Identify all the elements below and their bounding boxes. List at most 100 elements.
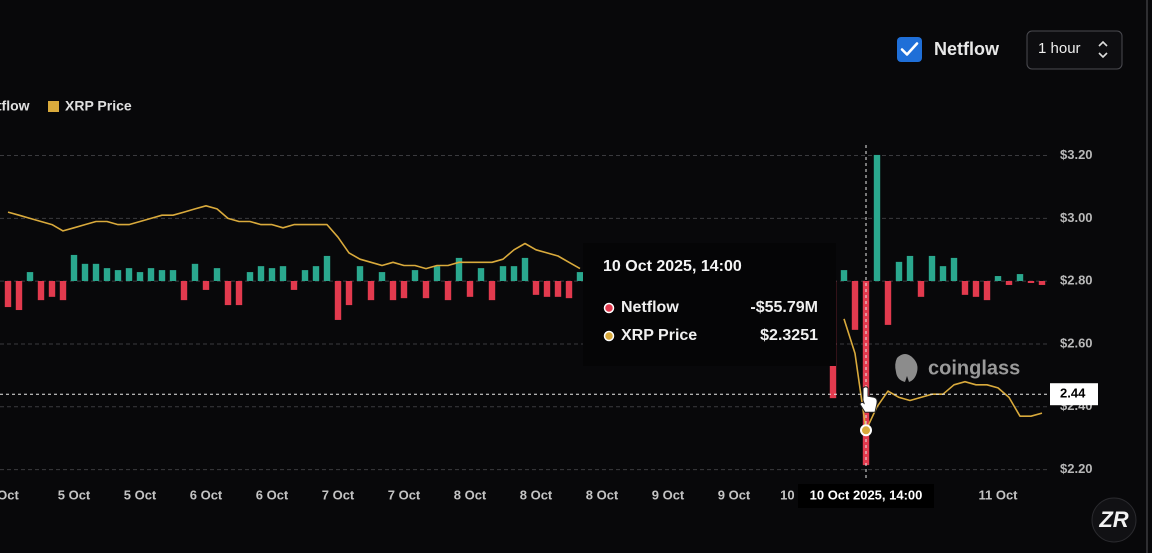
netflow-bar [906, 255, 914, 281]
crosshair-x-box [798, 484, 934, 508]
netflow-bar [994, 276, 1002, 281]
netflow-bar [565, 281, 573, 299]
netflow-bar [301, 270, 309, 281]
x-tick-label: 6 Oct [190, 487, 223, 502]
y-tick-label: $3.00 [1060, 210, 1093, 225]
tooltip-box [583, 243, 836, 366]
x-tick-label: 8 Oct [454, 487, 487, 502]
x-tick-label: 6 Oct [256, 487, 289, 502]
netflow-bar [1027, 281, 1035, 283]
tooltip-series-name: Netflow [621, 299, 679, 316]
watermark-text: coinglass [928, 357, 1020, 379]
checkbox-label[interactable]: Netflow [934, 39, 1000, 59]
x-tick-label: 5 Oct [124, 487, 157, 502]
cursor [859, 386, 878, 413]
netflow-bar [554, 281, 562, 297]
netflow-bar [279, 266, 287, 281]
legend-label: XRP Price [65, 98, 132, 114]
interval-select[interactable]: 1 hour [1026, 30, 1123, 70]
select-box[interactable] [1026, 30, 1123, 70]
netflow-bar [37, 281, 45, 301]
netflow-bar [477, 268, 485, 281]
netflow-bar [224, 281, 232, 306]
tooltip-value: -$55.79M [750, 299, 818, 316]
y-tick-label: $2.20 [1060, 461, 1093, 476]
legend: Netflow XRP Price [0, 98, 132, 114]
netflow-bar [400, 281, 408, 299]
netflow-bar [532, 281, 540, 295]
netflow-bar [928, 255, 936, 281]
netflow-bar [323, 255, 331, 281]
netflow-bar [543, 281, 551, 297]
netflow-bar [950, 257, 958, 281]
tooltip-title: 10 Oct 2025, 14:00 [603, 258, 742, 275]
netflow-toggle[interactable]: Netflow [897, 37, 1000, 62]
netflow-bar [895, 261, 903, 281]
select-chevron [1098, 40, 1108, 59]
crosshair-x-label: 10 Oct 2025, 14:00 [810, 487, 923, 502]
netflow-bar [972, 281, 980, 297]
netflow-bar [422, 281, 430, 299]
netflow-bar [136, 272, 144, 281]
netflow-bar [70, 254, 78, 281]
netflow-bar [873, 154, 881, 281]
overlay: 2.44 10 Oct 2025, 14:00 10 Oct 2025, 14:00… [0, 145, 1098, 508]
netflow-bar [433, 266, 441, 281]
select-value[interactable]: 1 hour [1038, 40, 1081, 57]
netflow-bar [851, 281, 859, 330]
y-tick-label: $3.20 [1060, 147, 1093, 162]
price-point [860, 424, 872, 437]
netflow-bar [48, 281, 56, 297]
netflow-bar [840, 270, 848, 281]
netflow-bar [499, 266, 507, 281]
netflow-bar [444, 281, 452, 301]
tooltip-series-name: XRP Price [621, 327, 697, 344]
netflow-bar [213, 268, 221, 281]
x-tick-label: 9 Oct [718, 487, 751, 502]
netflow-bar [191, 263, 199, 281]
netflow-bar [356, 266, 364, 281]
netflow-bar [147, 268, 155, 281]
netflow-bar [290, 281, 298, 290]
netflow-bar [510, 266, 518, 281]
netflow-bar [202, 281, 210, 290]
checkbox-check [900, 42, 919, 56]
netflow-bar [92, 263, 100, 281]
netflow-bar [983, 281, 991, 301]
legend-swatch [48, 101, 59, 112]
crosshair-y-box [1050, 383, 1098, 406]
netflow-bar [158, 270, 166, 281]
netflow-bar [26, 272, 34, 281]
x-tick-label: 5 Oct [58, 487, 91, 502]
x-tick-label: Oct [0, 487, 20, 502]
netflow-bar [268, 268, 276, 281]
watermark: coinglass [895, 354, 1020, 382]
y-tick-label: $2.80 [1060, 273, 1093, 288]
netflow-bar [235, 281, 243, 306]
netflow-bar [114, 270, 122, 281]
netflow-bar [884, 281, 892, 325]
netflow-bar [488, 281, 496, 301]
netflow-bar [345, 281, 353, 306]
x-tick-label: 11 Oct [978, 487, 1018, 502]
netflow-bar [455, 257, 463, 281]
x-tick-label: 7 Oct [388, 487, 421, 502]
netflow-bar [246, 272, 254, 281]
netflow-bar [4, 281, 12, 308]
netflow-bar [939, 266, 947, 281]
netflow-bar [125, 268, 133, 281]
netflow-bar [1038, 281, 1046, 285]
netflow-bar [378, 272, 386, 281]
watermark-icon [895, 354, 918, 382]
netflow-bar [180, 281, 188, 301]
netflow-bar [169, 270, 177, 281]
legend-label: Netflow [0, 98, 30, 114]
netflow-bar [961, 281, 969, 295]
netflow-bar [81, 263, 89, 281]
netflow-bar [1016, 274, 1024, 281]
x-tick-label: 9 Oct [652, 487, 685, 502]
crosshair-y-label: 2.44 [1060, 386, 1086, 401]
